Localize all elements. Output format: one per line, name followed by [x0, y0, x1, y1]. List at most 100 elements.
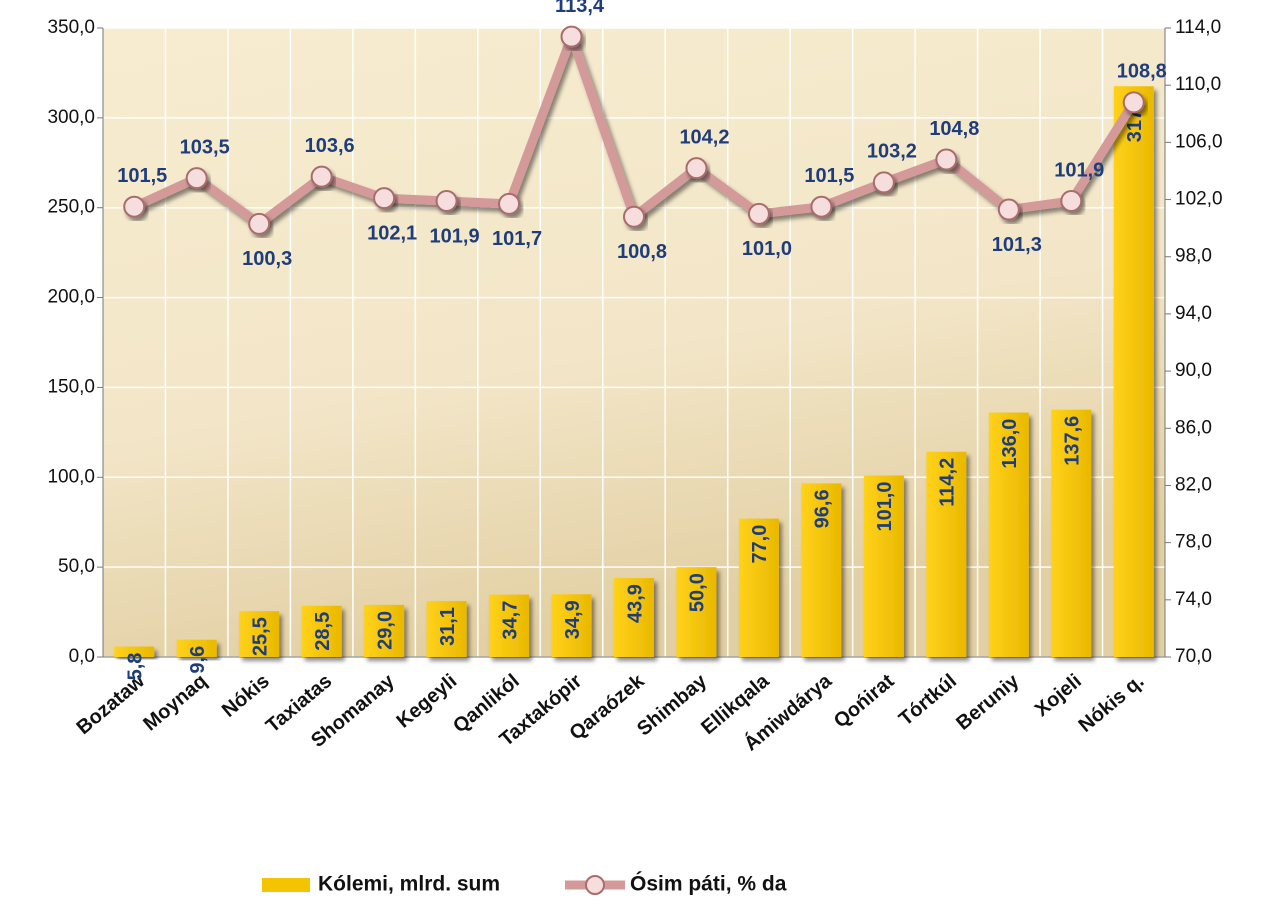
line-value-label: 101,9	[430, 225, 480, 247]
line-value-label: 104,8	[929, 118, 979, 140]
line-marker	[1060, 189, 1083, 212]
bar	[551, 594, 592, 657]
y2-tick-label: 106,0	[1175, 131, 1223, 152]
x-tick-label: Nókis q.	[1075, 670, 1149, 737]
line-value-label: 101,5	[117, 165, 167, 187]
bar-value-label: 50,0	[687, 573, 709, 612]
line-value-label: 103,2	[867, 141, 917, 163]
bar	[1051, 409, 1092, 657]
line-marker	[498, 192, 521, 215]
bar	[926, 451, 967, 657]
y2-tick-label: 86,0	[1175, 417, 1212, 438]
y-tick-label: 200,0	[47, 287, 95, 308]
bar	[1113, 86, 1154, 658]
bar-value-label: 77,0	[749, 525, 771, 564]
y-tick-label: 300,0	[47, 107, 95, 128]
bar-value-label: 137,6	[1062, 416, 1084, 466]
bar	[426, 601, 467, 657]
bar	[801, 483, 842, 657]
y2-tick-label: 110,0	[1175, 74, 1221, 95]
line-value-label: 102,1	[367, 222, 417, 244]
y2-tick-label: 102,0	[1175, 189, 1223, 210]
line-value-label: 104,2	[679, 126, 729, 148]
bar	[176, 639, 217, 657]
y2-tick-label: 78,0	[1175, 532, 1212, 553]
line-marker	[435, 189, 458, 212]
line-marker	[997, 198, 1020, 221]
bar	[614, 578, 654, 657]
line-marker	[560, 25, 583, 48]
line-marker	[935, 148, 958, 171]
bar-value-label: 96,6	[812, 489, 834, 528]
bar-value-label: 31,1	[437, 607, 459, 646]
y-tick-label: 250,0	[47, 197, 95, 218]
bar	[301, 605, 342, 657]
bar-value-label: 25,5	[249, 617, 271, 656]
line-value-label: 101,9	[1054, 159, 1104, 181]
line-value-label: 101,5	[804, 165, 854, 187]
line-value-label: 103,5	[180, 136, 230, 158]
bar-value-label: 101,0	[874, 481, 896, 531]
bar	[863, 475, 904, 657]
y-tick-label: 0,0	[69, 646, 95, 667]
line-marker	[310, 165, 333, 188]
line-marker	[123, 195, 146, 218]
bar	[988, 412, 1029, 657]
plot-area	[103, 28, 1165, 657]
bar	[239, 611, 280, 657]
legend-label: Kólemi, mlrd. sum	[318, 873, 500, 896]
y2-tick-label: 74,0	[1175, 589, 1212, 610]
x-tick-label: Tórtkúl	[895, 670, 961, 730]
bar-value-label: 43,9	[624, 584, 646, 623]
y-tick-label: 350,0	[47, 17, 95, 38]
line-value-label: 100,8	[617, 241, 667, 263]
y2-tick-label: 90,0	[1175, 360, 1212, 381]
x-tick-label: Xojeli	[1031, 670, 1086, 721]
legend-swatch-marker	[585, 875, 605, 895]
line-marker	[1122, 91, 1145, 114]
bar-value-label: 9,6	[187, 646, 209, 674]
line-marker	[623, 205, 645, 228]
bar-value-label: 5,8	[125, 653, 147, 681]
bar-value-label: 136,0	[999, 419, 1021, 469]
line-marker	[685, 157, 708, 180]
y2-tick-label: 82,0	[1175, 474, 1212, 495]
line-value-label: 108,8	[1117, 61, 1167, 83]
y2-tick-label: 114,0	[1175, 17, 1221, 38]
line-value-label: 101,3	[992, 234, 1042, 256]
bar-value-label: 28,5	[312, 612, 334, 651]
x-tick-label: Qońirat	[830, 670, 899, 733]
legend-swatch-bar	[262, 878, 310, 892]
bar	[114, 646, 155, 657]
line-marker	[810, 195, 833, 218]
y-tick-label: 50,0	[58, 556, 95, 577]
x-tick-label: Beruniy	[952, 669, 1024, 734]
bar	[364, 604, 405, 657]
line-value-label: 103,6	[305, 135, 355, 157]
bar-value-label: 34,7	[499, 601, 521, 640]
y2-tick-label: 98,0	[1175, 246, 1212, 267]
bar-value-label: 114,2	[937, 458, 959, 507]
bar	[738, 518, 779, 657]
x-tick-label: Moynaq	[139, 670, 211, 735]
line-marker	[747, 202, 770, 225]
y-tick-label: 150,0	[47, 376, 95, 397]
line-marker	[872, 171, 895, 194]
bar-value-label: 34,9	[562, 600, 584, 639]
y-tick-label: 100,0	[47, 466, 95, 487]
line-value-label: 101,0	[742, 238, 792, 260]
x-tick-label: Shimbay	[633, 669, 712, 740]
line-value-label: 100,3	[242, 248, 292, 270]
x-tick-label: Nókis	[218, 670, 274, 722]
bar	[676, 567, 717, 657]
line-marker	[185, 167, 208, 190]
line-marker	[248, 212, 271, 235]
bar-value-label: 29,0	[374, 611, 396, 650]
y2-tick-label: 70,0	[1175, 646, 1212, 667]
bar	[489, 594, 530, 657]
legend-label: Ósim páti, % da	[630, 872, 787, 896]
line-marker	[373, 187, 396, 210]
line-value-label: 113,4	[555, 0, 605, 17]
line-value-label: 101,7	[492, 228, 542, 250]
